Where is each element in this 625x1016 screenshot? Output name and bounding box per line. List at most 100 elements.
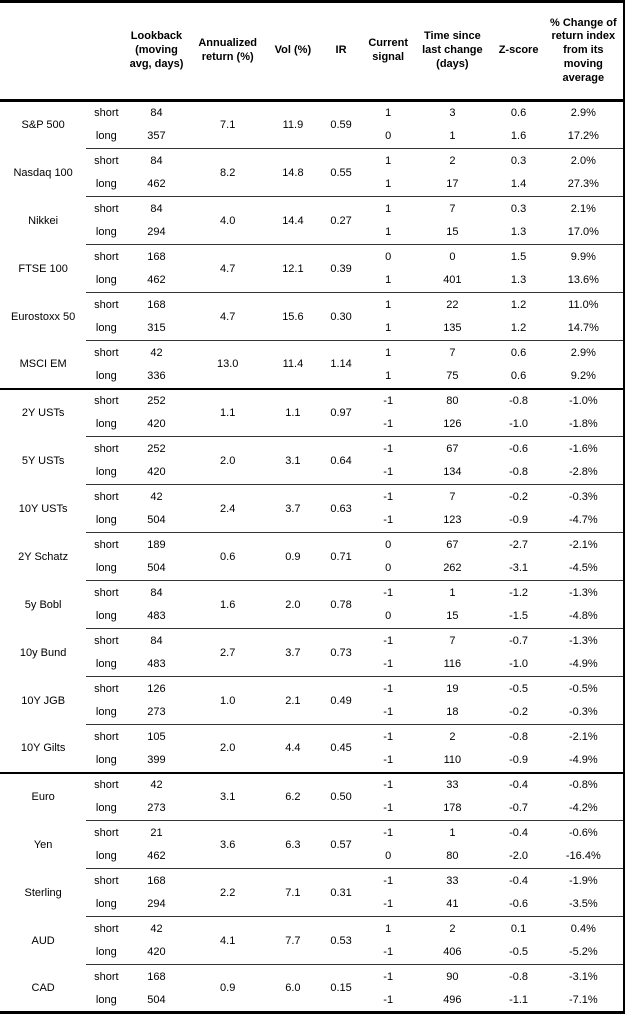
cell-ir: 0.64: [316, 436, 366, 485]
col-header-horizon: [86, 1, 127, 102]
cell-pct-change: 2.9%: [570, 107, 596, 120]
cell-annualized-return: 3.6: [186, 820, 269, 869]
cell-z-score: -0.4: [509, 826, 529, 839]
cell-current-signal: -1: [365, 508, 412, 533]
table-row: long 420 -1 406 -0.5 -5.2%: [0, 940, 624, 965]
cell-current-signal: 1: [365, 364, 412, 390]
table-row: long 483 -1 116 -1.0 -4.9%: [0, 652, 624, 677]
cell-ir: 0.27: [316, 196, 366, 245]
cell-asset-name: FTSE 100: [18, 262, 68, 275]
cell-time-since: 17: [411, 172, 494, 197]
table-header: Lookback (moving avg, days) Annualized r…: [0, 1, 624, 102]
table-row: long 462 1 17 1.4 27.3%: [0, 172, 624, 197]
cell-horizon: short: [94, 107, 119, 120]
table-row: long 462 0 80 -2.0 -16.4%: [0, 844, 624, 869]
cell-z-score: -0.7: [493, 796, 544, 821]
table-row: Eurostoxx 50 short 168 4.7 15.6 0.30 1 22 1.2 11.…: [0, 292, 624, 341]
cell-lookback: 294: [126, 892, 187, 917]
cell-horizon: long: [86, 556, 127, 581]
cell-lookback: 504: [147, 993, 166, 1006]
cell-horizon: short: [94, 202, 119, 215]
cell-lookback: 84: [150, 634, 163, 647]
cell-pct-change: -4.2%: [543, 796, 624, 821]
cell-z-score: -0.8: [493, 460, 544, 485]
cell-time-since: 406: [411, 940, 494, 965]
cell-vol: 14.8: [268, 148, 317, 197]
col-header-vol: Vol (%): [268, 1, 317, 102]
cell-pct-change: -0.5%: [568, 682, 598, 695]
cell-time-since: 178: [411, 796, 494, 821]
cell-lookback: 504: [126, 556, 187, 581]
cell-vol: 11.4: [268, 340, 317, 390]
cell-current-signal: -1: [365, 412, 412, 437]
cell-pct-change: -1.9%: [568, 874, 598, 887]
cell-z-score: -0.2: [493, 700, 544, 725]
cell-ir: 0.53: [316, 916, 366, 965]
cell-time-since: 116: [411, 652, 494, 677]
cell-z-score: -2.7: [509, 538, 529, 551]
cell-pct-change: -5.2%: [543, 940, 624, 965]
cell-asset-name: MSCI EM: [0, 340, 87, 390]
cell-current-signal: -1: [383, 779, 394, 791]
cell-z-score: 1.3: [493, 268, 544, 293]
cell-lookback: 273: [126, 796, 187, 821]
cell-pct-change: -4.9%: [543, 652, 624, 677]
cell-z-score: 0.3: [510, 202, 527, 215]
cell-lookback: 252: [147, 395, 166, 407]
col-header-current-signal: Current signal: [365, 1, 412, 102]
cell-current-signal: 1: [385, 107, 392, 120]
cell-current-signal: 1: [365, 220, 412, 245]
cell-lookback: 84: [150, 202, 163, 215]
cell-asset-name: 5Y USTs: [21, 454, 65, 467]
cell-ir: 0.63: [316, 484, 366, 533]
cell-ir: 0.78: [316, 580, 366, 629]
cell-current-signal: 1: [385, 346, 392, 359]
cell-current-signal: 0: [365, 124, 412, 149]
cell-asset-name: Yen: [33, 838, 53, 851]
cell-annualized-return: 3.1: [186, 772, 269, 821]
cell-time-since: 123: [411, 508, 494, 533]
cell-lookback: 357: [126, 124, 187, 149]
cell-pct-change: -2.1%: [568, 730, 598, 743]
cell-time-since: 2: [449, 730, 456, 743]
cell-time-since: 2: [449, 154, 456, 167]
cell-z-score: -1.0: [493, 652, 544, 677]
table-row: long 273 -1 178 -0.7 -4.2%: [0, 796, 624, 821]
cell-asset-name: Euro: [31, 791, 55, 803]
cell-pct-change: -1.0%: [568, 395, 598, 407]
cell-annualized-return: 2.0: [186, 724, 269, 774]
cell-lookback: 315: [126, 316, 187, 341]
cell-vol: 6.3: [268, 820, 317, 869]
table-row: 2Y USTs short 252 1.1 1.1 0.97 -1 80 -0.8 -1.0%: [0, 388, 624, 437]
cell-z-score: 1.2: [493, 316, 544, 341]
cell-annualized-return: 0.6: [186, 532, 269, 581]
table-row: long 315 1 135 1.2 14.7%: [0, 316, 624, 341]
cell-current-signal: 1: [365, 172, 412, 197]
cell-asset-name: 10Y Gilts: [0, 724, 87, 774]
cell-current-signal: -1: [365, 460, 412, 485]
cell-pct-change: -3.1%: [568, 970, 598, 983]
cell-ir: 0.57: [316, 820, 366, 869]
cell-z-score: -0.9: [493, 748, 544, 774]
cell-current-signal: -1: [383, 682, 394, 695]
cell-asset-name: 2Y Schatz: [18, 550, 69, 563]
cell-vol: 14.4: [268, 196, 317, 245]
cell-horizon: long: [86, 796, 127, 821]
cell-z-score: -0.4: [509, 874, 529, 887]
cell-current-signal: -1: [383, 490, 394, 503]
cell-ir: 0.30: [316, 292, 366, 341]
cell-ir: 1.14: [316, 340, 366, 390]
cell-pct-change: 2.0%: [570, 154, 596, 167]
cell-pct-change: -0.8%: [568, 779, 598, 791]
cell-time-since: 1: [449, 586, 456, 599]
cell-annualized-return: 2.7: [186, 628, 269, 677]
cell-horizon: long: [86, 892, 127, 917]
cell-time-since: 90: [446, 970, 459, 983]
cell-current-signal: 0: [365, 844, 412, 869]
cell-lookback: 168: [147, 874, 166, 887]
cell-z-score: -0.5: [509, 682, 529, 695]
cell-asset-name: 5y Bobl: [24, 598, 62, 611]
cell-horizon: short: [94, 395, 119, 407]
cell-lookback: 105: [147, 730, 166, 743]
